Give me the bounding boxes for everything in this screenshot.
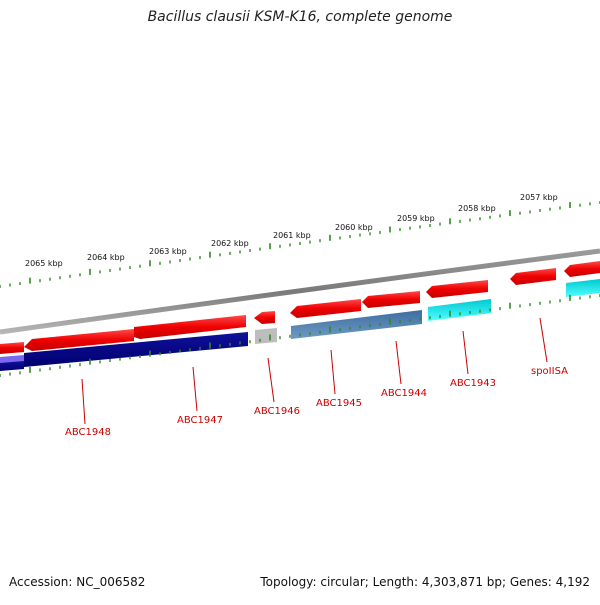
leader-line — [192, 366, 198, 412]
kbp-label: 2058 kbp — [458, 204, 496, 213]
gene-leader-lines — [81, 317, 548, 425]
gene-label[interactable]: ABC1947 — [177, 415, 223, 426]
gene-label[interactable]: ABC1948 — [65, 427, 111, 438]
forward-gene[interactable] — [134, 315, 246, 339]
leader-line — [267, 357, 275, 403]
forward-gene[interactable] — [510, 268, 556, 285]
figure-title: Bacillus clausii KSM-K16, complete genom… — [147, 9, 453, 25]
forward-gene[interactable] — [290, 299, 361, 318]
cds-feature[interactable] — [255, 328, 277, 344]
cds-feature[interactable] — [0, 361, 24, 371]
kbp-label: 2057 kbp — [520, 193, 558, 202]
leader-line — [395, 340, 402, 385]
forward-gene[interactable] — [362, 291, 420, 308]
forward-gene[interactable] — [426, 280, 488, 298]
cds-feature[interactable] — [428, 299, 491, 321]
forward-gene[interactable] — [24, 329, 134, 351]
kbp-label: 2063 kbp — [149, 247, 187, 256]
leader-line — [330, 349, 336, 395]
leader-line — [539, 317, 548, 363]
forward-gene[interactable] — [0, 342, 24, 354]
gene-label[interactable]: ABC1943 — [450, 378, 496, 389]
cds-feature[interactable] — [24, 332, 248, 367]
forward-gene[interactable] — [254, 311, 275, 324]
accession-text: Accession: NC_006582 — [9, 575, 146, 589]
outer-scale-ticks — [0, 201, 600, 288]
cds-feature[interactable] — [291, 310, 422, 339]
gene-labels: ABC1948 ABC1947 ABC1946 ABC1945 ABC1944 … — [65, 366, 568, 438]
kbp-label: 2064 kbp — [87, 253, 125, 262]
forward-gene[interactable] — [564, 261, 600, 277]
leader-line — [81, 378, 86, 425]
kbp-label: 2060 kbp — [335, 223, 373, 232]
gene-label[interactable]: spoIISA — [531, 366, 568, 377]
kbp-label: 2061 kbp — [273, 231, 311, 240]
inner-scale-ticks — [0, 294, 600, 377]
gene-label[interactable]: ABC1944 — [381, 388, 427, 399]
genome-backbone — [0, 248, 600, 335]
gene-label[interactable]: ABC1946 — [254, 406, 300, 417]
kbp-label: 2062 kbp — [211, 239, 249, 248]
kbp-label: 2059 kbp — [397, 214, 435, 223]
cds-feature[interactable] — [566, 279, 600, 297]
genome-summary-text: Topology: circular; Length: 4,303,871 bp… — [260, 575, 590, 589]
gene-label[interactable]: ABC1945 — [316, 398, 362, 409]
kbp-label: 2065 kbp — [25, 259, 63, 268]
kbp-scale-labels: 2065 kbp 2064 kbp 2063 kbp 2062 kbp 2061… — [25, 193, 558, 268]
leader-line — [462, 330, 469, 375]
forward-strand-genes — [0, 261, 600, 354]
